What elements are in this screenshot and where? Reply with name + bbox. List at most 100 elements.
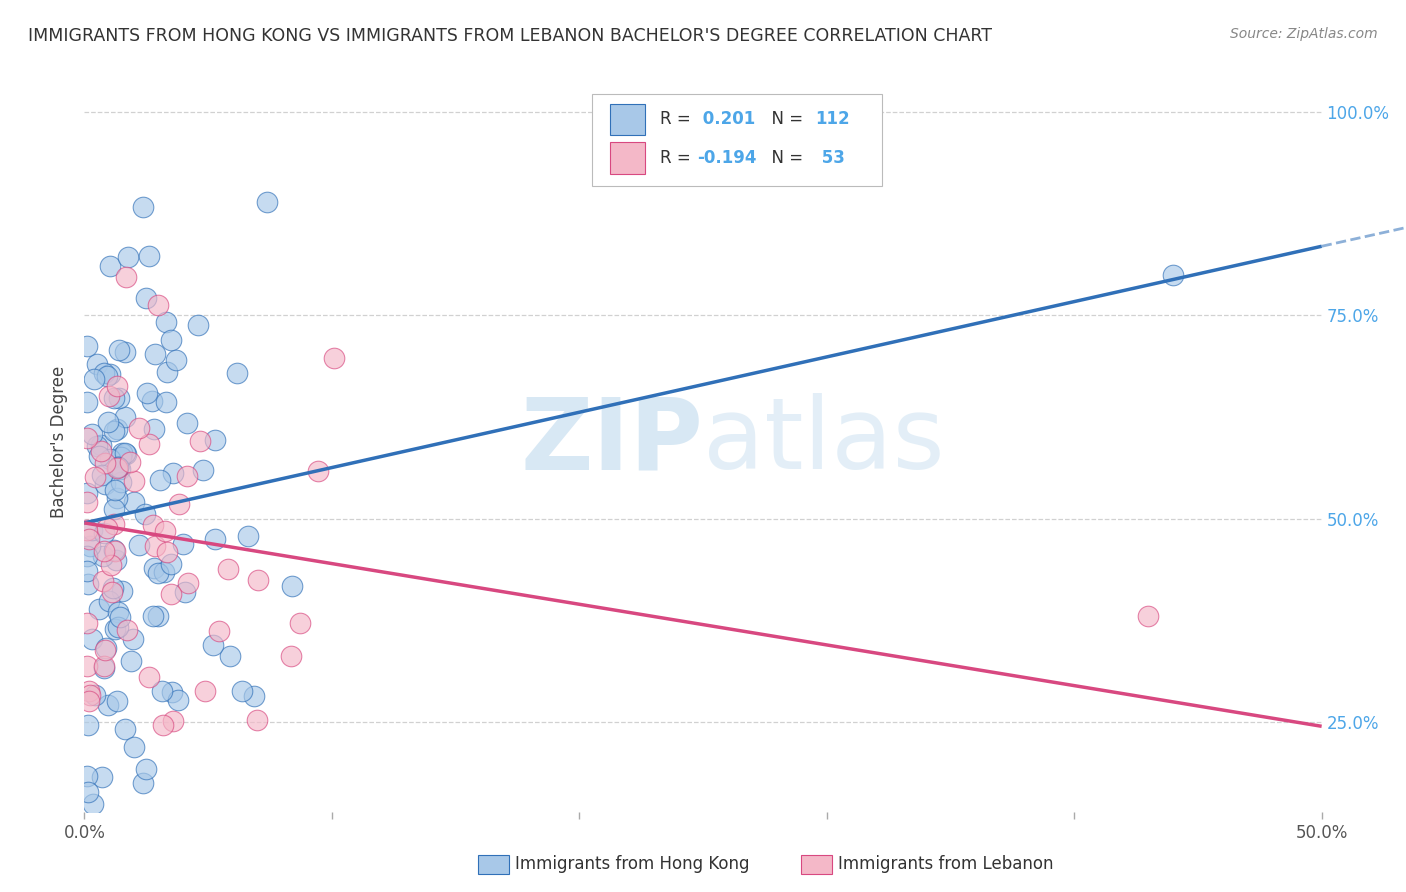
Point bbox=[79, 539, 101, 553]
Point bbox=[160, 558, 183, 572]
Point bbox=[76, 564, 98, 578]
Point bbox=[114, 446, 136, 460]
Point bbox=[143, 561, 166, 575]
Point bbox=[87, 601, 110, 615]
Text: Immigrants from Lebanon: Immigrants from Lebanon bbox=[838, 855, 1053, 873]
Point bbox=[231, 683, 253, 698]
Point bbox=[76, 616, 98, 631]
Point bbox=[322, 351, 344, 365]
Point bbox=[128, 421, 150, 435]
Point bbox=[93, 643, 115, 657]
Point bbox=[100, 259, 122, 273]
Point bbox=[138, 670, 160, 684]
Point bbox=[107, 391, 129, 405]
Point bbox=[82, 632, 104, 646]
Point bbox=[169, 497, 191, 511]
Point bbox=[236, 529, 259, 543]
Point bbox=[148, 298, 170, 312]
Point bbox=[97, 389, 120, 403]
Point bbox=[307, 464, 329, 478]
Point bbox=[115, 447, 138, 461]
Text: IMMIGRANTS FROM HONG KONG VS IMMIGRANTS FROM LEBANON BACHELOR'S DEGREE CORRELATI: IMMIGRANTS FROM HONG KONG VS IMMIGRANTS … bbox=[28, 27, 993, 45]
Point bbox=[131, 776, 153, 790]
Point bbox=[160, 333, 183, 347]
Point bbox=[82, 797, 104, 811]
Text: atlas: atlas bbox=[703, 393, 945, 490]
Point bbox=[94, 476, 117, 491]
Point bbox=[162, 714, 184, 728]
Point bbox=[142, 517, 165, 532]
Point bbox=[160, 685, 183, 699]
Point bbox=[194, 683, 217, 698]
Point bbox=[142, 422, 165, 436]
Point bbox=[153, 566, 176, 580]
Point bbox=[97, 415, 120, 429]
Point bbox=[93, 659, 115, 673]
Point bbox=[76, 549, 98, 563]
FancyBboxPatch shape bbox=[592, 94, 883, 186]
Text: R =: R = bbox=[659, 149, 696, 167]
Point bbox=[134, 507, 156, 521]
Point bbox=[93, 544, 115, 558]
Point bbox=[173, 584, 195, 599]
Point bbox=[86, 439, 108, 453]
Point bbox=[77, 718, 100, 732]
Point bbox=[204, 533, 226, 547]
Point bbox=[145, 539, 167, 553]
Point bbox=[1161, 268, 1184, 282]
Point bbox=[76, 523, 98, 537]
Point bbox=[280, 649, 302, 664]
Bar bbox=[610, 143, 645, 174]
Point bbox=[107, 620, 129, 634]
Point bbox=[149, 473, 172, 487]
Point bbox=[76, 495, 98, 509]
Point bbox=[90, 438, 112, 452]
Point bbox=[91, 468, 114, 483]
Point bbox=[204, 434, 226, 448]
Point bbox=[138, 249, 160, 263]
Point bbox=[104, 544, 127, 558]
Point bbox=[225, 366, 247, 380]
Point bbox=[190, 434, 212, 448]
Point bbox=[98, 367, 121, 381]
Point bbox=[84, 688, 107, 702]
Point bbox=[83, 470, 105, 484]
Point bbox=[115, 269, 138, 284]
Point bbox=[135, 291, 157, 305]
Point bbox=[104, 622, 127, 636]
Point bbox=[128, 538, 150, 552]
Point bbox=[176, 416, 198, 430]
Point bbox=[115, 624, 138, 638]
Point bbox=[172, 537, 194, 551]
Point bbox=[79, 688, 101, 702]
Point bbox=[90, 443, 112, 458]
Bar bbox=[610, 104, 645, 135]
Text: ZIP: ZIP bbox=[520, 393, 703, 490]
Point bbox=[141, 393, 163, 408]
Point bbox=[155, 315, 177, 329]
Y-axis label: Bachelor's Degree: Bachelor's Degree bbox=[51, 366, 69, 517]
Point bbox=[77, 694, 100, 708]
Point bbox=[146, 609, 169, 624]
Text: 112: 112 bbox=[815, 111, 851, 128]
Point bbox=[193, 463, 215, 477]
Point bbox=[96, 369, 118, 384]
Point bbox=[103, 502, 125, 516]
Point bbox=[107, 605, 129, 619]
Point bbox=[167, 693, 190, 707]
Point bbox=[219, 649, 242, 664]
Point bbox=[103, 391, 125, 405]
Point bbox=[105, 491, 128, 505]
Point bbox=[94, 641, 117, 656]
Point bbox=[76, 485, 98, 500]
Point bbox=[132, 200, 155, 214]
Point bbox=[120, 654, 142, 668]
Text: 53: 53 bbox=[815, 149, 845, 167]
Point bbox=[93, 525, 115, 540]
Point bbox=[91, 771, 114, 785]
Point bbox=[155, 394, 177, 409]
Point bbox=[103, 543, 125, 558]
Point bbox=[77, 577, 100, 591]
Text: R =: R = bbox=[659, 111, 696, 128]
Text: Immigrants from Hong Kong: Immigrants from Hong Kong bbox=[515, 855, 749, 873]
